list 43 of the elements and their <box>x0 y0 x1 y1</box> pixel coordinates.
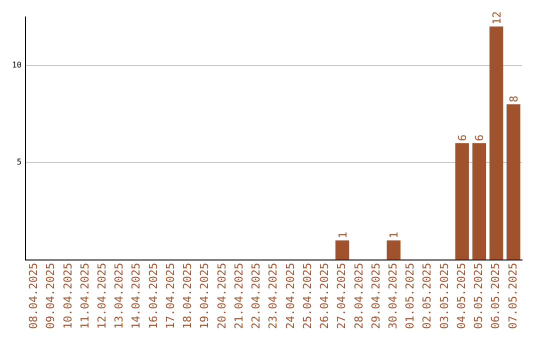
x-tick-label: 26.04.2025 <box>318 262 332 330</box>
x-tick-label: 23.04.2025 <box>266 262 280 330</box>
x-tick-label: 07.05.2025 <box>506 262 520 330</box>
x-tick-label: 11.04.2025 <box>78 262 92 330</box>
x-tick-label: 13.04.2025 <box>112 262 126 330</box>
x-tick-label: 06.05.2025 <box>489 262 502 330</box>
x-tick-label: 20.04.2025 <box>215 262 228 330</box>
x-tick-label: 27.04.2025 <box>335 262 348 330</box>
x-tick-label: 08.04.2025 <box>27 262 40 330</box>
bar <box>472 143 486 260</box>
x-tick-label: 05.05.2025 <box>472 262 486 330</box>
data-label: 12 <box>490 11 504 25</box>
x-tick-label: 16.04.2025 <box>146 262 160 330</box>
x-tick-label: 28.04.2025 <box>352 262 366 330</box>
data-label: 1 <box>336 232 350 238</box>
x-tick-label: 18.04.2025 <box>181 262 194 330</box>
data-label: 8 <box>507 96 520 102</box>
y-tick-label: 5 <box>16 158 22 167</box>
bar <box>506 104 520 260</box>
x-tick-label: 01.05.2025 <box>404 262 417 330</box>
bar <box>386 240 400 260</box>
x-tick-label: 04.05.2025 <box>454 262 468 330</box>
data-label: 1 <box>388 232 401 238</box>
bar <box>489 26 504 260</box>
x-tick-label: 10.04.2025 <box>61 262 74 330</box>
x-tick-label: 14.04.2025 <box>130 262 143 330</box>
y-tick-label: 10 <box>12 60 22 70</box>
x-tick-label: 09.04.2025 <box>44 262 58 330</box>
bar <box>455 143 469 260</box>
x-tick-label: 02.05.2025 <box>420 262 434 330</box>
x-tick-label: 21.04.2025 <box>232 262 246 330</box>
x-tick-label: 29.04.2025 <box>369 262 382 330</box>
x-tick-label: 24.04.2025 <box>284 262 297 330</box>
x-tick-label: 19.04.2025 <box>198 262 212 330</box>
data-label: 6 <box>456 134 470 142</box>
data-label: 6 <box>473 134 486 142</box>
x-tick-label: 25.04.2025 <box>300 262 314 330</box>
x-tick-label: 03.05.2025 <box>438 262 451 330</box>
x-tick-label: 12.04.2025 <box>96 262 109 330</box>
x-tick-label: 30.04.2025 <box>386 262 400 330</box>
bar <box>335 240 350 260</box>
x-tick-label: 22.04.2025 <box>250 262 263 330</box>
x-tick-label: 17.04.2025 <box>164 262 177 330</box>
